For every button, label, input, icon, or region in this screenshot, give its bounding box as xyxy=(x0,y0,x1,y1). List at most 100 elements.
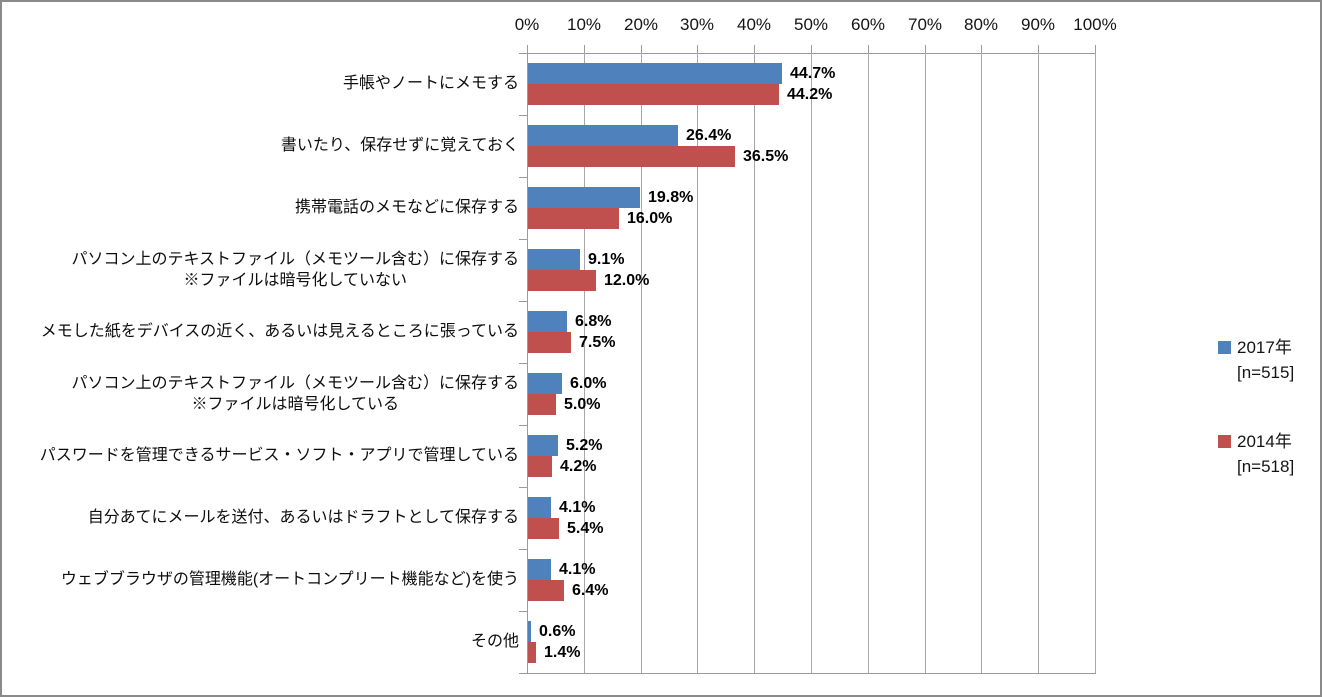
x-tick-label: 0% xyxy=(514,15,540,34)
x-tick-label: 100% xyxy=(1073,15,1117,34)
category-label: パスワードを管理できるサービス・ソフト・アプリで管理している xyxy=(6,425,519,487)
legend-series-name-2017: 2017年 xyxy=(1237,338,1292,357)
category-tick-mark xyxy=(519,611,527,612)
category-label: パソコン上のテキストファイル（メモツール含む）に保存する ※ファイルは暗号化して… xyxy=(6,363,519,425)
legend-swatch-2017-icon xyxy=(1218,341,1231,354)
bar-2014年 xyxy=(528,270,596,291)
value-label: 1.4% xyxy=(544,644,581,661)
category-label-text: パソコン上のテキストファイル（メモツール含む）に保存する ※ファイルは暗号化して… xyxy=(71,250,519,289)
x-tick-label: 10% xyxy=(566,15,602,34)
category-label-text: メモした紙をデバイスの近く、あるいは見えるところに張っている xyxy=(40,323,519,341)
category-tick-mark xyxy=(519,239,527,240)
gridline xyxy=(811,53,812,673)
bar-2017年 xyxy=(528,63,782,84)
bar-2017年 xyxy=(528,373,562,394)
x-tick-mark xyxy=(697,45,698,53)
x-tick-mark xyxy=(1038,45,1039,53)
gridline xyxy=(1038,53,1039,673)
gridline xyxy=(981,53,982,673)
category-label-text: 携帯電話のメモなどに保存する xyxy=(294,199,519,217)
gridline xyxy=(868,53,869,673)
gridline xyxy=(754,53,755,673)
bar-2017年 xyxy=(528,311,567,332)
category-tick-mark xyxy=(519,363,527,364)
gridline xyxy=(697,53,698,673)
value-label: 6.8% xyxy=(575,313,612,330)
x-tick-mark xyxy=(981,45,982,53)
bar-2014年 xyxy=(528,84,779,105)
bar-2014年 xyxy=(528,518,559,539)
bar-2014年 xyxy=(528,332,571,353)
x-tick-mark xyxy=(584,45,585,53)
category-label: 書いたり、保存せずに覚えておく xyxy=(6,115,519,177)
value-label: 6.4% xyxy=(572,582,609,599)
gridline xyxy=(641,53,642,673)
bar-2017年 xyxy=(528,125,678,146)
x-tick-mark xyxy=(754,45,755,53)
category-tick-mark xyxy=(519,425,527,426)
value-label: 5.4% xyxy=(567,520,604,537)
bar-2017年 xyxy=(528,249,580,270)
bar-2017年 xyxy=(528,559,551,580)
bar-2014年 xyxy=(528,208,619,229)
x-tick-label: 60% xyxy=(850,15,886,34)
x-tick-mark xyxy=(1095,45,1096,53)
value-label: 36.5% xyxy=(743,148,789,165)
bar-2017年 xyxy=(528,621,531,642)
category-tick-mark xyxy=(519,549,527,550)
value-label: 4.1% xyxy=(559,561,596,578)
value-label: 0.6% xyxy=(539,623,576,640)
bar-2017年 xyxy=(528,187,640,208)
legend-sample-size-2014: [n=518] xyxy=(1237,457,1295,476)
gridline xyxy=(1095,53,1096,673)
category-tick-mark xyxy=(519,673,527,674)
x-tick-label: 90% xyxy=(1020,15,1056,34)
category-label: メモした紙をデバイスの近く、あるいは見えるところに張っている xyxy=(6,301,519,363)
x-tick-label: 50% xyxy=(793,15,829,34)
bar-2017年 xyxy=(528,435,558,456)
bar-2014年 xyxy=(528,456,552,477)
bar-2014年 xyxy=(528,394,556,415)
gridline xyxy=(925,53,926,673)
x-tick-label: 30% xyxy=(679,15,715,34)
gridline xyxy=(584,53,585,673)
category-tick-mark xyxy=(519,53,527,54)
value-label: 12.0% xyxy=(604,272,650,289)
category-label-text: 自分あてにメールを送付、あるいはドラフトとして保存する xyxy=(87,509,519,527)
legend-item-2014: 2014年 [n=518] xyxy=(1218,429,1294,479)
x-tick-mark xyxy=(641,45,642,53)
value-label: 4.1% xyxy=(559,499,596,516)
category-label: パソコン上のテキストファイル（メモツール含む）に保存する ※ファイルは暗号化して… xyxy=(6,239,519,301)
value-label: 19.8% xyxy=(648,189,694,206)
legend-item-2017: 2017年 [n=515] xyxy=(1218,335,1294,385)
category-label-text: 手帳やノートにメモする xyxy=(342,75,519,93)
value-label: 44.7% xyxy=(790,65,836,82)
legend-series-name-2014: 2014年 xyxy=(1237,432,1292,451)
value-label: 4.2% xyxy=(560,458,597,475)
value-label: 6.0% xyxy=(570,375,607,392)
value-label: 44.2% xyxy=(787,86,833,103)
category-label-text: パスワードを管理できるサービス・ソフト・アプリで管理している xyxy=(39,447,519,465)
value-label: 9.1% xyxy=(588,251,625,268)
x-tick-label: 70% xyxy=(907,15,943,34)
category-label: 携帯電話のメモなどに保存する xyxy=(6,177,519,239)
value-label: 5.0% xyxy=(564,396,601,413)
x-tick-label: 40% xyxy=(736,15,772,34)
category-label: 手帳やノートにメモする xyxy=(6,53,519,115)
legend-swatch-2014-icon xyxy=(1218,435,1231,448)
bar-2014年 xyxy=(528,146,735,167)
category-label: ウェブブラウザの管理機能(オートコンプリート機能など)を使う xyxy=(6,549,519,611)
x-tick-mark xyxy=(925,45,926,53)
x-tick-mark xyxy=(811,45,812,53)
category-label-text: パソコン上のテキストファイル（メモツール含む）に保存する ※ファイルは暗号化して… xyxy=(71,374,519,413)
bar-2014年 xyxy=(528,580,564,601)
plot-border-bottom xyxy=(527,673,1096,674)
category-tick-mark xyxy=(519,301,527,302)
legend-sample-size-2017: [n=515] xyxy=(1237,363,1295,382)
value-label: 5.2% xyxy=(566,437,603,454)
category-label-text: ウェブブラウザの管理機能(オートコンプリート機能など)を使う xyxy=(60,571,519,589)
category-tick-mark xyxy=(519,487,527,488)
x-tick-mark xyxy=(868,45,869,53)
category-label-text: その他 xyxy=(470,633,519,651)
